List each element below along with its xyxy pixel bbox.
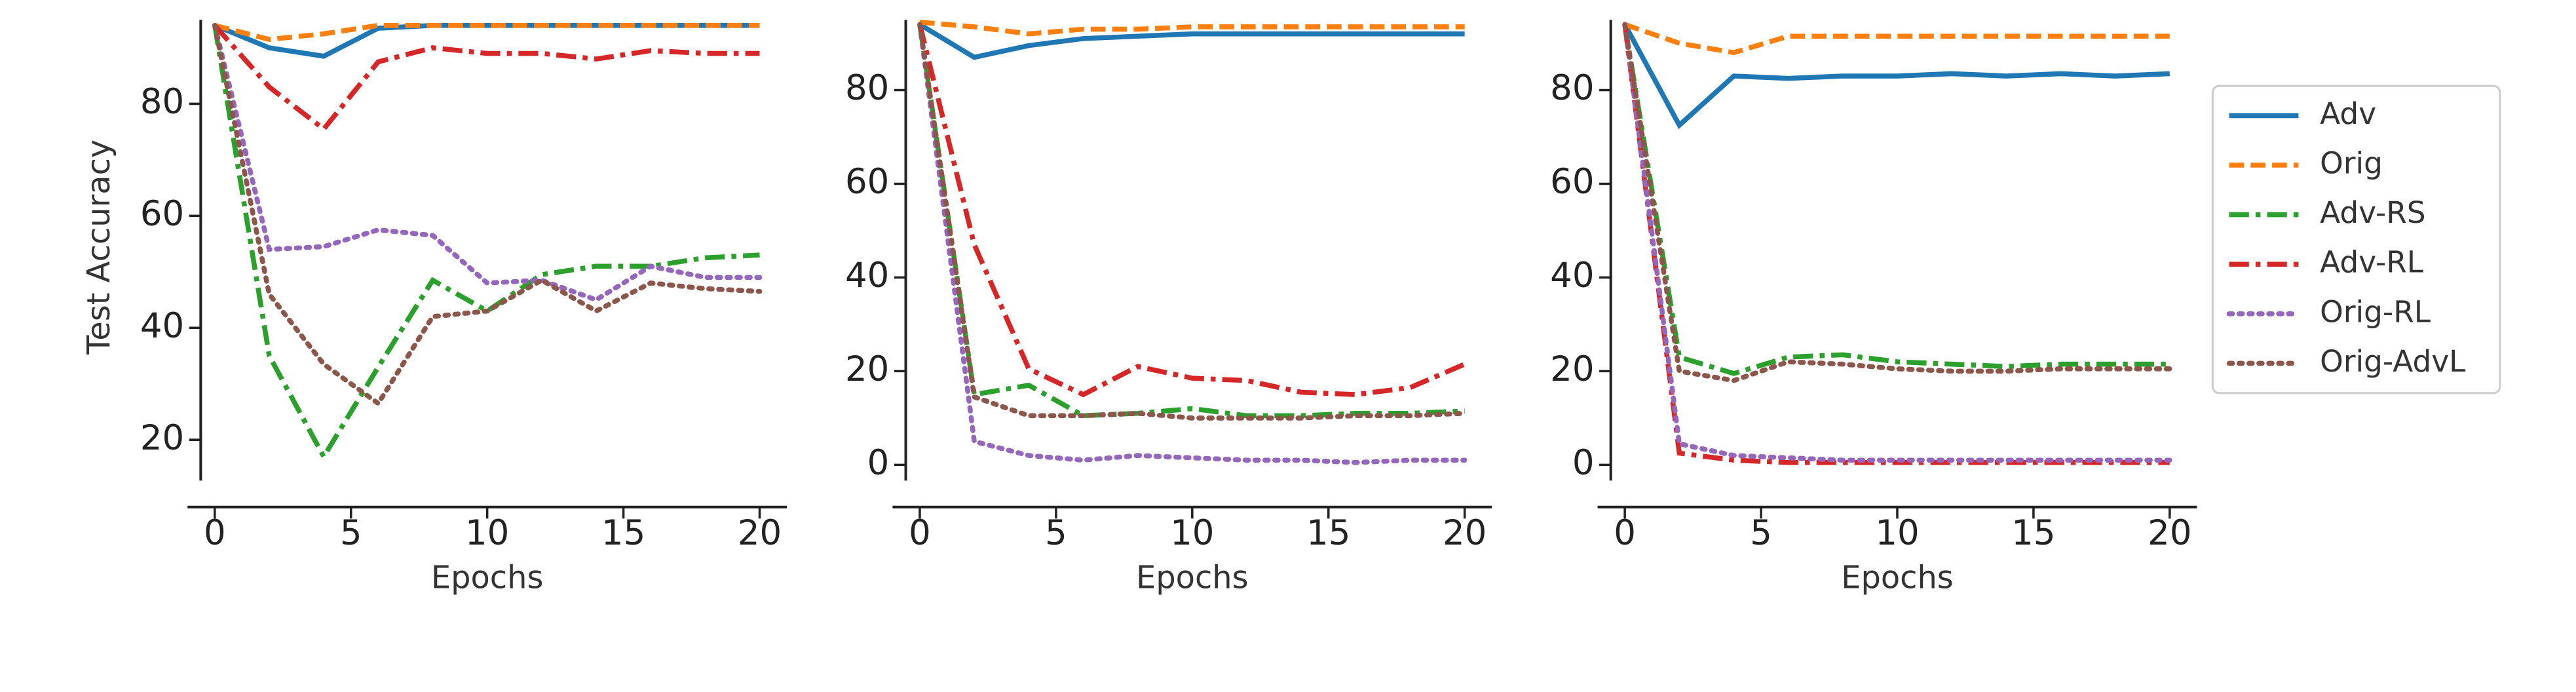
y-tick-label: 0 <box>1572 443 1595 483</box>
data-line <box>212 23 763 408</box>
legend-label: Adv-RL <box>2320 245 2424 280</box>
y-tick-label: 60 <box>1550 162 1594 202</box>
y-tick-label: 20 <box>140 418 184 458</box>
x-tick-label: 20 <box>1443 513 1487 553</box>
data-line <box>1622 24 2170 465</box>
y-tick-label: 40 <box>140 306 184 346</box>
panel: 0 20 40 60 80 0 5 10 15 20 Epochs <box>1550 20 2197 596</box>
x-tick-label: 0 <box>1614 513 1636 553</box>
legend-label: Adv-RS <box>2320 195 2425 230</box>
y-tick-label: 20 <box>1550 349 1594 389</box>
x-tick-label: 20 <box>738 513 782 553</box>
data-line <box>1622 24 2170 376</box>
y-tick-label: 80 <box>845 68 889 108</box>
data-line <box>917 24 1465 419</box>
x-axis-label: Epochs <box>1841 560 1954 596</box>
y-tick-label: 40 <box>1550 256 1594 296</box>
y-tick-label: 20 <box>845 349 889 389</box>
y-tick-label: 60 <box>140 194 184 234</box>
panel: 0 20 40 60 80 0 5 10 15 20 Epochs <box>845 20 1492 596</box>
x-tick-label: 15 <box>2011 513 2055 553</box>
x-tick-label: 10 <box>465 513 509 553</box>
y-tick-label: 60 <box>845 162 889 202</box>
x-tick-label: 20 <box>2148 513 2191 553</box>
y-tick-label: 40 <box>845 256 889 296</box>
panel: 20 40 60 80 0 5 10 15 20 Epochs Test Accuracy <box>81 20 787 596</box>
x-tick-label: 5 <box>1750 513 1772 553</box>
x-tick-label: 0 <box>204 513 226 553</box>
legend-label: Orig-AdvL <box>2320 344 2466 379</box>
x-tick-label: 15 <box>601 513 645 553</box>
data-line <box>214 23 760 42</box>
x-axis-label: Epochs <box>431 560 544 596</box>
data-line <box>212 25 760 462</box>
legend-label: Orig-RL <box>2320 294 2431 329</box>
data-line <box>1622 22 2172 383</box>
x-tick-label: 10 <box>1875 513 1919 553</box>
y-tick-label: 80 <box>140 82 184 122</box>
data-line <box>212 23 763 303</box>
data-line <box>919 20 1465 37</box>
x-tick-label: 5 <box>340 513 362 553</box>
data-line <box>1622 22 2172 463</box>
data-line <box>919 22 1465 60</box>
data-line <box>917 22 1468 465</box>
x-tick-label: 0 <box>909 513 931 553</box>
legend-label: Orig <box>2320 146 2383 181</box>
data-line <box>917 22 1468 421</box>
data-line <box>1622 23 2170 130</box>
x-axis-label: Epochs <box>1136 560 1249 596</box>
data-line <box>1623 22 2170 56</box>
data-line <box>212 24 760 133</box>
data-line <box>917 24 1466 398</box>
legend-label: Adv <box>2320 96 2376 131</box>
legend: Adv Orig Adv-RS Adv-RL Orig-RL Orig-AdvL <box>2211 85 2501 394</box>
x-tick-label: 15 <box>1306 513 1350 553</box>
y-axis-label: Test Accuracy <box>81 140 117 355</box>
x-tick-label: 5 <box>1045 513 1067 553</box>
x-tick-label: 10 <box>1170 513 1214 553</box>
y-tick-label: 80 <box>1550 68 1594 108</box>
y-tick-label: 0 <box>867 443 890 483</box>
